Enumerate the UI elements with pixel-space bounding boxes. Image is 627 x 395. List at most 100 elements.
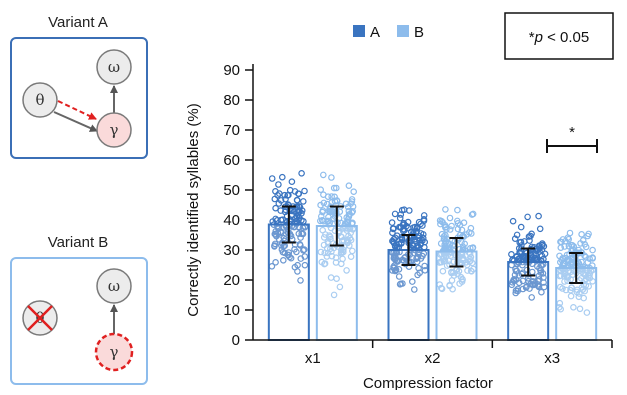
jitter-point [297, 234, 304, 241]
y-tick-label: 20 [223, 272, 240, 289]
jitter-point [459, 254, 467, 262]
jitter-point [513, 267, 521, 275]
variant-a-diagram: Variant A θ ω γ [10, 14, 148, 159]
legend-swatch-a [353, 25, 365, 37]
jitter-point [419, 222, 426, 229]
p-value-threshold: < 0.05 [543, 29, 589, 46]
jitter-point [288, 178, 296, 186]
jitter-points [268, 170, 597, 316]
jitter-point [287, 254, 295, 262]
jitter-point [333, 275, 340, 283]
jitter-point [298, 170, 305, 177]
jitter-point [272, 204, 279, 212]
jitter-point [296, 241, 304, 248]
jitter-point [509, 217, 517, 225]
jitter-point [301, 261, 309, 269]
jitter-point [278, 246, 286, 253]
jitter-point [442, 232, 449, 239]
jitter-point [448, 268, 455, 276]
jitter-point [322, 231, 329, 238]
jitter-point [528, 294, 536, 301]
jitter-point [332, 184, 340, 192]
legend: A B [353, 24, 424, 41]
jitter-point [510, 275, 518, 283]
jitter-point [413, 258, 421, 266]
jitter-point [437, 258, 444, 266]
jitter-point [567, 292, 575, 300]
jitter-point [581, 252, 588, 260]
jitter-point [560, 259, 568, 267]
jitter-point [405, 207, 413, 214]
p-value-symbol: p [534, 29, 543, 46]
jitter-point [417, 241, 424, 248]
jitter-point [293, 248, 300, 256]
jitter-point [301, 187, 308, 195]
jitter-point [585, 282, 593, 290]
significance-bracket: * [546, 124, 598, 153]
jitter-point [565, 242, 573, 250]
jitter-point [278, 173, 286, 181]
jitter-point [413, 225, 421, 232]
jitter-point [437, 240, 445, 247]
jitter-point [299, 198, 307, 205]
jitter-point [442, 206, 449, 213]
jitter-point [441, 241, 449, 248]
jitter-point [349, 203, 357, 210]
jitter-point [325, 207, 333, 215]
gamma-node [94, 332, 134, 372]
jitter-point [559, 285, 566, 292]
jitter-point [458, 278, 466, 286]
jitter-point [275, 225, 282, 233]
jitter-point [336, 208, 344, 216]
jitter-point [579, 237, 587, 244]
jitter-point [467, 267, 475, 275]
jitter-point [345, 207, 353, 215]
theta-node [22, 82, 58, 118]
omega-node [96, 268, 132, 304]
error-bars [281, 205, 584, 284]
jitter-point [420, 212, 428, 219]
p-value-text: *p < 0.05 [529, 29, 589, 46]
jitter-point [566, 250, 573, 258]
jitter-point [397, 280, 405, 288]
y-tick-label: 90 [223, 62, 240, 79]
jitter-point [344, 238, 352, 245]
p-value-box: *p < 0.05 [504, 12, 614, 60]
jitter-point [272, 188, 279, 195]
y-tick-label: 40 [223, 212, 240, 229]
significance-star: * [569, 124, 575, 141]
jitter-point [460, 219, 468, 227]
jitter-point [415, 264, 422, 272]
y-tick-label: 50 [223, 182, 240, 199]
jitter-point [317, 186, 325, 194]
jitter-point [421, 262, 428, 270]
jitter-point [511, 271, 519, 279]
jitter-point [330, 291, 338, 299]
jitter-point [524, 213, 531, 221]
jitter-point [586, 255, 593, 263]
jitter-point [437, 284, 445, 292]
jitter-point [411, 235, 419, 243]
variant-b-diagram: Variant B θ ω γ [10, 234, 148, 385]
jitter-point [328, 174, 335, 181]
jitter-point [345, 223, 352, 231]
jitter-point [396, 214, 404, 222]
jitter-point [460, 233, 468, 241]
jitter-point [519, 277, 527, 285]
jitter-point [513, 253, 520, 261]
jitter-point [277, 242, 285, 249]
jitter-point [317, 248, 325, 256]
p-value-frame [504, 12, 614, 60]
jitter-point [317, 213, 325, 220]
jitter-point [273, 232, 280, 240]
y-tick-label: 30 [223, 242, 240, 259]
omega-node-label: ω [108, 277, 120, 295]
jitter-point [275, 181, 282, 188]
x-tick-label: x2 [425, 350, 441, 367]
jitter-point [410, 286, 418, 293]
jitter-point [567, 260, 574, 268]
jitter-point [414, 253, 422, 261]
jitter-point [293, 197, 301, 204]
jitter-point [401, 254, 408, 262]
